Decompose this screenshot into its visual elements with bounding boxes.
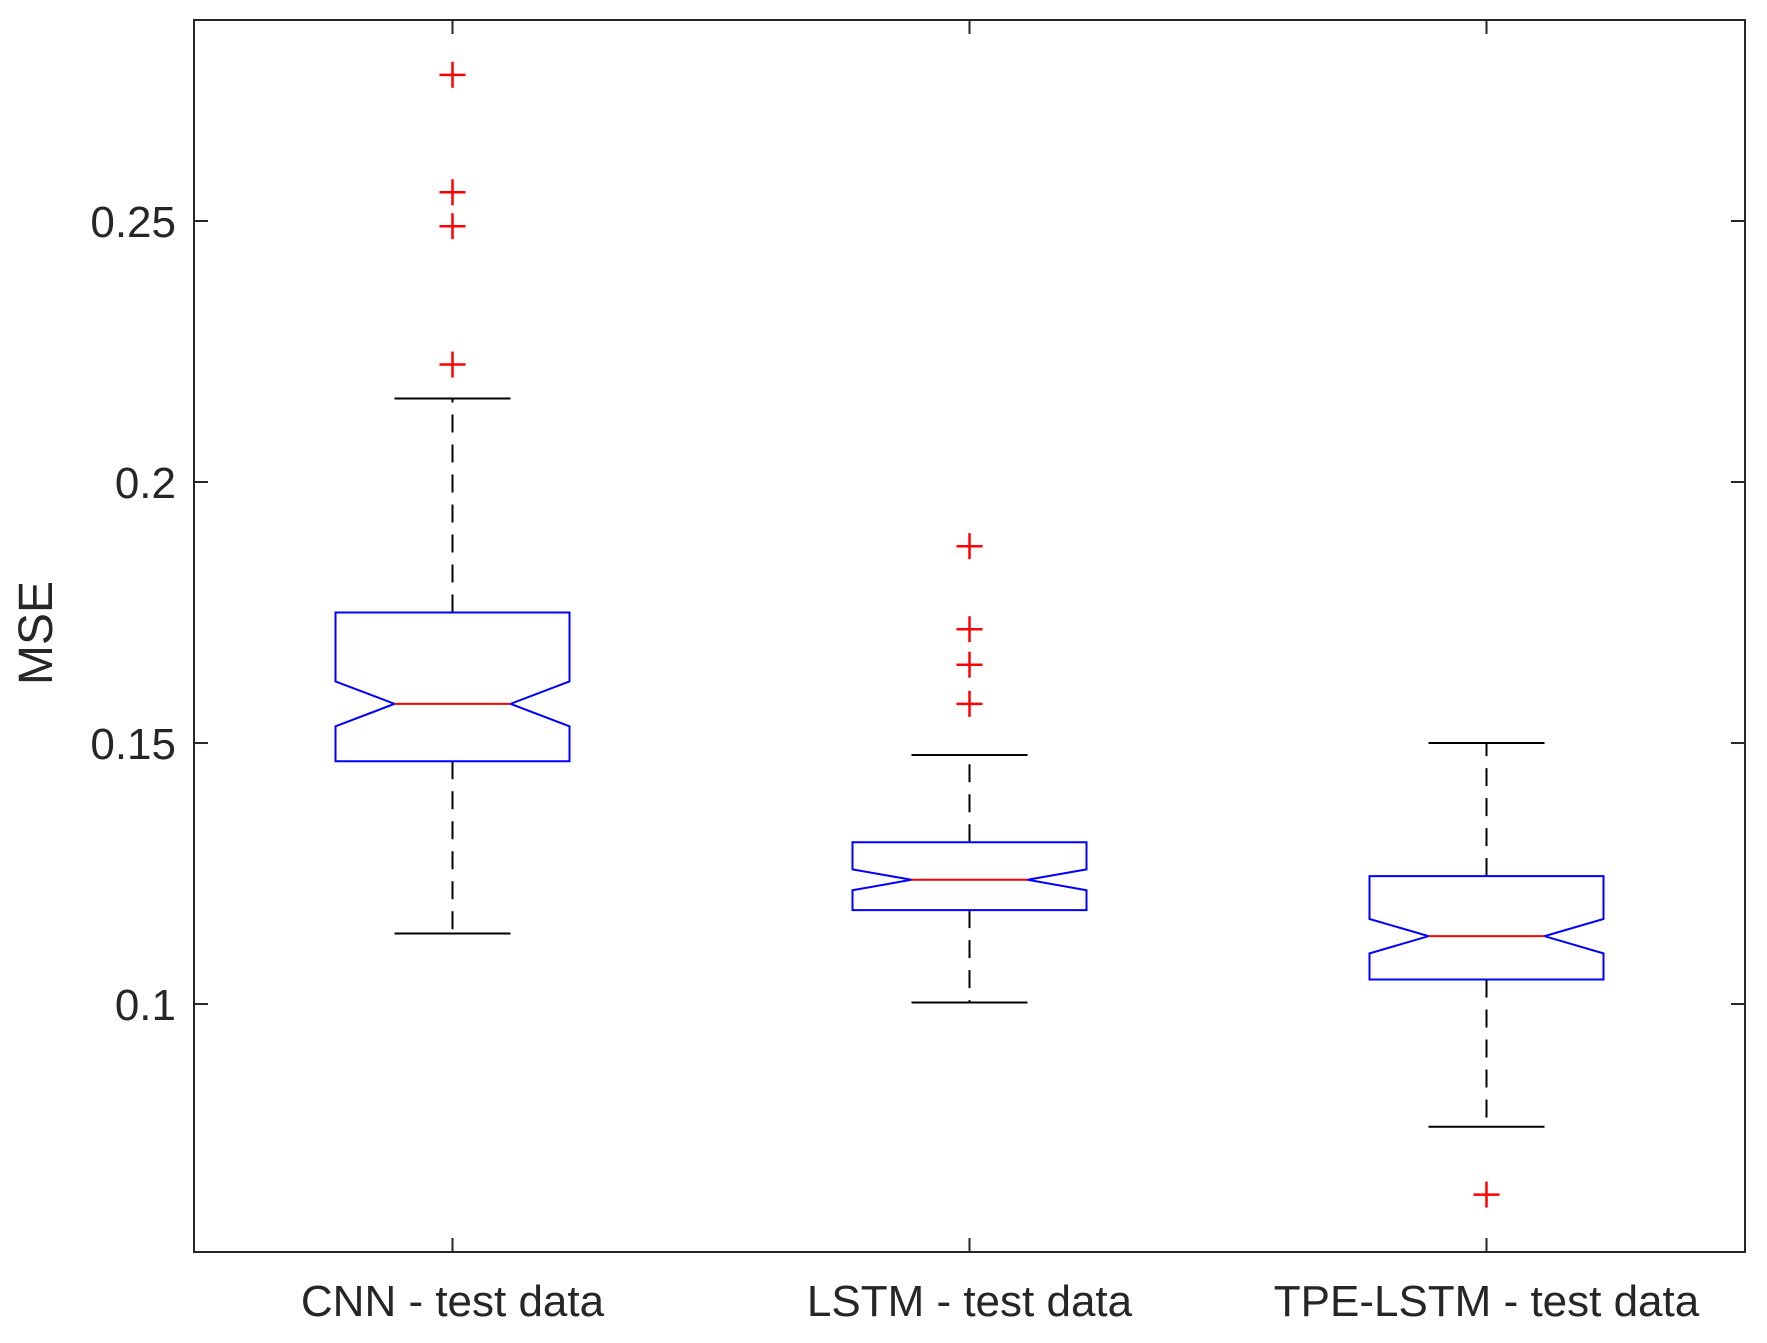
- x-tick-label: TPE-LSTM - test data: [1274, 1277, 1700, 1326]
- box-group: [851, 533, 1088, 1004]
- box-group: [1368, 742, 1605, 1208]
- outlier-marker: [439, 213, 466, 240]
- outlier-marker: [439, 61, 466, 88]
- y-axis-label: MSE: [10, 581, 63, 685]
- box-group: [334, 61, 571, 935]
- outlier-marker: [956, 690, 983, 717]
- y-tick-label: 0.15: [90, 720, 176, 769]
- plot-area: [334, 61, 1605, 1208]
- y-tick-label: 0.1: [115, 981, 176, 1030]
- outlier-marker: [956, 616, 983, 643]
- outlier-marker: [956, 651, 983, 678]
- y-tick-label: 0.25: [90, 198, 176, 247]
- outlier-marker: [439, 351, 466, 378]
- notched-box: [1368, 875, 1605, 981]
- y-tick-label: 0.2: [115, 459, 176, 508]
- outlier-marker: [1473, 1181, 1500, 1208]
- outlier-marker: [956, 533, 983, 560]
- outlier-marker: [439, 179, 466, 206]
- notched-box: [334, 611, 571, 763]
- x-tick-label: LSTM - test data: [807, 1277, 1133, 1326]
- notched-box: [851, 841, 1088, 912]
- x-tick-label: CNN - test data: [301, 1277, 605, 1326]
- axes: 0.1 0.15 0.2 0.25 CNN - test data LSTM - test…: [90, 19, 1746, 1326]
